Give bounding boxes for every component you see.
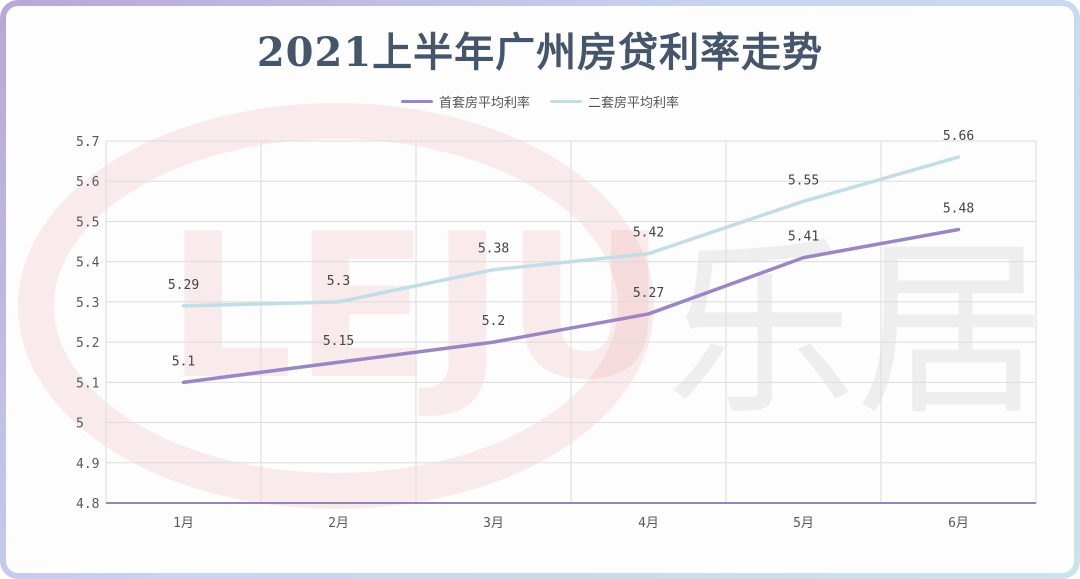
data-label: 5.3 [327,274,350,289]
watermark-text: 乐居 [666,220,1046,441]
data-label: 5.41 [788,230,819,245]
data-label: 5.38 [478,242,509,257]
data-label: 5.55 [788,173,819,188]
data-label: 5.15 [323,334,354,349]
y-tick-label: 4.8 [76,497,99,512]
legend-swatch-first-home [400,100,433,103]
y-tick-label: 5.2 [76,336,99,351]
data-label: 5.27 [633,286,664,301]
x-tick-label: 4月 [638,516,659,531]
data-label: 5.66 [943,129,974,144]
y-tick-label: 5.7 [76,135,99,150]
y-tick-label: 5.4 [76,256,100,271]
legend-label-first-home: 首套房平均利率 [438,96,530,111]
x-tick-label: 6月 [948,516,969,531]
y-tick-label: 5.6 [76,175,99,190]
series-line-0 [181,227,961,385]
data-label: 5.29 [168,278,199,293]
legend-label-second-home: 二套房平均利率 [588,96,680,111]
data-label: 5.2 [482,314,505,329]
legend-item-first-home: 首套房平均利率 [400,92,530,111]
data-label: 5.42 [633,226,664,241]
chart-title: 2021上半年广州房贷利率走势 [256,29,824,76]
x-tick-label: 5月 [793,516,814,531]
y-tick-label: 5 [76,417,84,432]
data-label: 5.48 [943,201,974,216]
y-tick-label: 4.9 [76,457,99,472]
x-tick-label: 1月 [173,516,194,531]
series-line-1 [181,155,961,308]
legend-item-second-home: 二套房平均利率 [550,92,679,111]
y-tick-label: 5.5 [76,215,99,230]
x-tick-label: 3月 [483,516,504,531]
line-chart: 4.8 4.9 5 5.1 5.2 5.3 5.4 5.5 5.6 5.7 1月 2月 3月 4月 5月 6月… [76,129,1037,531]
chart-legend: 首套房平均利率 二套房平均利率 [6,92,1074,111]
x-tick-label: 2月 [328,516,349,531]
y-tick-label: 5.1 [76,376,99,391]
legend-swatch-second-home [550,100,582,103]
data-label: 5.1 [172,354,195,369]
y-tick-label: 5.3 [76,296,99,311]
